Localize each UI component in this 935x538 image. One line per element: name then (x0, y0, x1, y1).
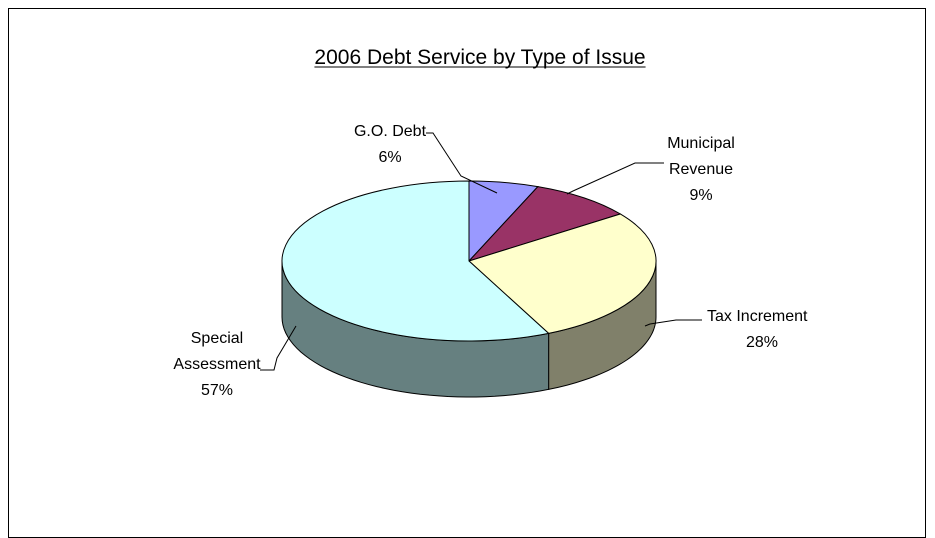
data-label-municipal-revenue: 9% (689, 187, 712, 204)
data-label-g-o-debt: 6% (378, 149, 401, 166)
pie-slice-tax-increment (468, 213, 657, 334)
pie-slice-municipal-revenue (467, 186, 622, 263)
data-label-special-assessment: 57% (201, 382, 233, 399)
pie-slice-special-assessment (281, 180, 550, 342)
category-label-tax-increment: Tax Increment (707, 308, 808, 325)
category-label-special-assessment: Assessment (173, 356, 261, 373)
leader-line-g-o-debt (426, 132, 498, 194)
category-label-municipal-revenue: Municipal (667, 135, 735, 152)
category-label-municipal-revenue: Revenue (669, 161, 733, 178)
chart-title: 2006 Debt Service by Type of Issue (314, 46, 645, 69)
category-label-g-o-debt: G.O. Debt (354, 123, 427, 140)
data-label-tax-increment: 28% (746, 334, 778, 351)
pie-chart: 2006 Debt Service by Type of Issue G.O. … (173, 46, 808, 399)
leader-line-special-assessment (260, 325, 297, 371)
leader-line-tax-increment (644, 319, 702, 327)
chart-frame: 2006 Debt Service by Type of Issue G.O. … (8, 8, 926, 538)
pie-tops (281, 180, 657, 342)
pie-labels: G.O. Debt 6% Municipal Revenue 9% Tax Increme… (173, 123, 808, 399)
leader-line-municipal-revenue (566, 162, 664, 195)
category-label-special-assessment: Special (191, 330, 243, 347)
